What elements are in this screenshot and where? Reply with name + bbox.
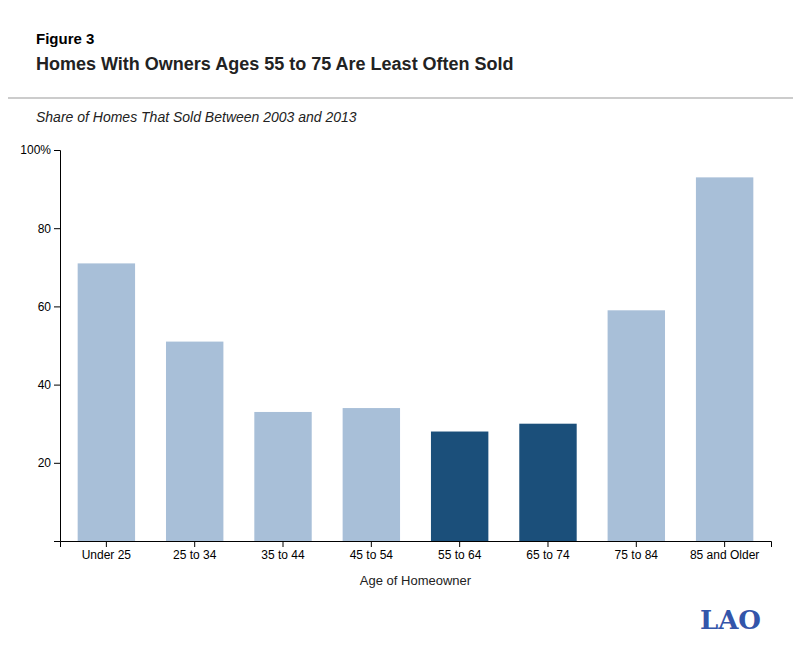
x-tick-label: Under 25	[82, 548, 132, 562]
bars	[78, 177, 754, 541]
bar	[696, 177, 753, 541]
x-tick: 85 and Older	[690, 541, 759, 562]
y-tick-label: 20	[38, 456, 52, 470]
x-tick-mark	[371, 541, 372, 547]
separator	[8, 98, 793, 99]
bar	[608, 310, 665, 541]
y-tick-label: 60	[38, 300, 52, 314]
y-axis: 20 40 60 80 100%	[20, 143, 60, 541]
x-tick-mark	[194, 541, 195, 547]
chart-svg: Figure 3 Homes With Owners Ages 55 to 75 …	[0, 0, 801, 651]
bar	[343, 408, 400, 541]
y-tick-mark	[54, 306, 60, 307]
y-tick: 20	[38, 456, 60, 470]
logo: LAO	[700, 605, 761, 635]
x-tick-label: 35 to 44	[261, 548, 305, 562]
x-tick-mark	[724, 541, 725, 547]
x-tick-mark	[636, 541, 637, 547]
figure-label: Figure 3	[36, 30, 94, 47]
x-tick: 45 to 54	[350, 541, 394, 562]
plot-area: Under 25 25 to 34 35 to 44 45 to 54 55 to 64…	[20, 143, 771, 561]
y-tick-mark	[54, 150, 60, 151]
bar	[519, 424, 576, 541]
bar	[431, 432, 488, 541]
x-axis: Under 25 25 to 34 35 to 44 45 to 54 55 to 64…	[61, 541, 772, 562]
x-tick: Under 25	[82, 541, 132, 562]
y-tick: 60	[38, 300, 60, 314]
bar	[254, 412, 311, 541]
x-tick-label: 55 to 64	[438, 548, 482, 562]
x-axis-title: Age of Homeowner	[360, 573, 472, 588]
y-tick-mark	[54, 228, 60, 229]
subtitle: Share of Homes That Sold Between 2003 an…	[36, 109, 357, 125]
x-tick-label: 85 and Older	[690, 548, 759, 562]
bar	[78, 263, 135, 541]
x-tick: 55 to 64	[438, 541, 482, 562]
x-tick: 25 to 34	[173, 541, 217, 562]
y-tick: 80	[38, 222, 60, 236]
y-tick: 40	[38, 378, 60, 392]
y-tick: 100%	[20, 143, 60, 157]
x-tick-mark	[106, 541, 107, 547]
y-tick-label: 40	[38, 378, 52, 392]
x-tick-mark	[459, 541, 460, 547]
x-tick: 35 to 44	[261, 541, 305, 562]
x-tick-mark	[547, 541, 548, 547]
x-tick-label: 45 to 54	[350, 548, 394, 562]
bar	[166, 342, 223, 541]
x-tick-label: 75 to 84	[615, 548, 659, 562]
x-tick: 65 to 74	[526, 541, 570, 562]
y-tick-label: 100%	[20, 143, 51, 157]
x-tick: 75 to 84	[615, 541, 659, 562]
y-tick-label: 80	[38, 222, 52, 236]
x-tick-label: 65 to 74	[526, 548, 570, 562]
y-tick-mark	[54, 385, 60, 386]
y-tick-mark	[54, 463, 60, 464]
x-tick-label: 25 to 34	[173, 548, 217, 562]
x-tick-mark	[283, 541, 284, 547]
title: Homes With Owners Ages 55 to 75 Are Leas…	[36, 54, 514, 74]
y-axis-line	[54, 151, 61, 542]
x-axis-line	[61, 542, 772, 548]
